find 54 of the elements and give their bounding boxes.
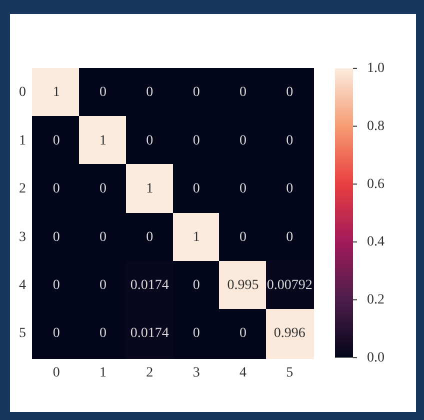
data-label: 0 bbox=[192, 85, 200, 100]
data-label: 0.0174 bbox=[130, 278, 169, 293]
data-label: 0 bbox=[240, 326, 246, 342]
data-label: 0 bbox=[52, 133, 60, 148]
data-label: 0.995 bbox=[227, 278, 259, 293]
data-label: 0.0174 bbox=[130, 326, 169, 342]
y-tick-label: 1 bbox=[19, 133, 26, 148]
data-label: 1 bbox=[52, 85, 60, 100]
y-tick-label: 0 bbox=[19, 85, 26, 100]
color-bar-label: 0.8 bbox=[367, 118, 384, 134]
data-label: 0 bbox=[286, 85, 294, 100]
x-tick-label: 0 bbox=[52, 366, 60, 381]
data-label: 0 bbox=[52, 230, 60, 245]
data-label: 0 bbox=[100, 278, 106, 293]
data-label: 0 bbox=[100, 326, 106, 342]
x-tick-label: 1 bbox=[100, 366, 106, 381]
data-label: 0 bbox=[100, 182, 106, 197]
data-label: 0 bbox=[100, 85, 106, 100]
color-bar-label: 0.0 bbox=[367, 350, 384, 366]
data-label: 0.00792 bbox=[266, 278, 312, 293]
data-label: 0 bbox=[240, 182, 246, 197]
data-label: 1 bbox=[192, 230, 200, 245]
data-label: 0 bbox=[286, 230, 294, 245]
data-label: 0 bbox=[146, 85, 154, 100]
x-tick-label: 3 bbox=[192, 366, 200, 381]
data-label: 0 bbox=[240, 85, 246, 100]
color-bar-label: 1.0 bbox=[367, 61, 384, 76]
data-label: 0 bbox=[146, 133, 154, 148]
data-label: 0 bbox=[192, 278, 200, 293]
color-bar-label: 0.6 bbox=[367, 176, 384, 192]
x-tick-label: 5 bbox=[286, 366, 294, 381]
data-label: 0 bbox=[192, 133, 200, 148]
data-label: 0 bbox=[240, 133, 246, 148]
data-label: 0 bbox=[100, 230, 106, 245]
data-label: 0 bbox=[192, 182, 200, 197]
data-label: 0 bbox=[52, 278, 60, 293]
y-tick-label: 2 bbox=[19, 182, 26, 197]
y-tick-label: 3 bbox=[19, 230, 26, 245]
x-tick-label: 2 bbox=[146, 366, 154, 381]
data-label: 0 bbox=[146, 230, 154, 245]
data-label: 0 bbox=[52, 326, 60, 342]
data-label: 0 bbox=[240, 230, 246, 245]
data-label: 1 bbox=[146, 182, 154, 197]
data-label: 1 bbox=[100, 133, 106, 148]
color-bar-label: 0.4 bbox=[367, 234, 384, 250]
y-tick-label: 4 bbox=[19, 278, 26, 293]
y-tick-label: 5 bbox=[19, 326, 26, 342]
color-bar-label: 0.2 bbox=[367, 292, 384, 308]
x-tick-label: 4 bbox=[240, 366, 246, 381]
data-label: 0 bbox=[286, 133, 294, 148]
data-label: 0 bbox=[52, 182, 60, 197]
data-label: 0 bbox=[192, 326, 200, 342]
data-label: 0.996 bbox=[274, 326, 306, 342]
data-label: 0 bbox=[286, 182, 294, 197]
